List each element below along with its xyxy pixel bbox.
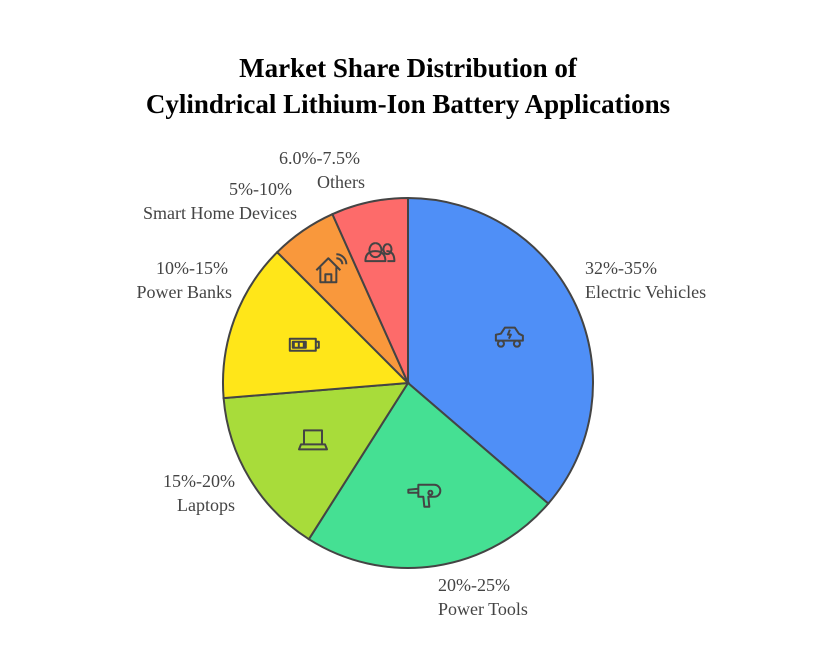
label-range-laptops: 15%-20% [163, 471, 235, 491]
laptop-icon [297, 429, 328, 451]
label-range-electric-vehicles: 32%-35% [585, 258, 657, 278]
label-name-smart-home: Smart Home Devices [143, 203, 297, 223]
label-name-laptops: Laptops [177, 495, 235, 515]
label-range-others: 6.0%-7.5% [279, 148, 360, 168]
label-name-power-tools: Power Tools [438, 599, 528, 619]
pie-slice-electric-vehicles [407, 196, 594, 505]
smart-home-icon [315, 253, 348, 284]
label-range-power-tools: 20%-25% [438, 575, 510, 595]
label-name-electric-vehicles: Electric Vehicles [585, 282, 706, 302]
car-icon [494, 326, 524, 348]
pie-slice-power-tools [307, 381, 550, 569]
pie-slice-laptops [222, 381, 410, 541]
people-icon [364, 242, 396, 263]
label-name-others: Others [317, 172, 365, 192]
battery-icon [288, 337, 320, 352]
chart-title-line-1: Market Share Distribution of [239, 53, 578, 83]
pie-slice-power-banks [222, 250, 411, 400]
label-name-power-banks: Power Banks [137, 282, 233, 302]
drill-icon [407, 483, 442, 508]
label-range-power-banks: 10%-15% [156, 258, 228, 278]
chart-title-line-2: Cylindrical Lithium-Ion Battery Applicat… [146, 89, 670, 119]
label-range-smart-home: 5%-10% [229, 179, 292, 199]
